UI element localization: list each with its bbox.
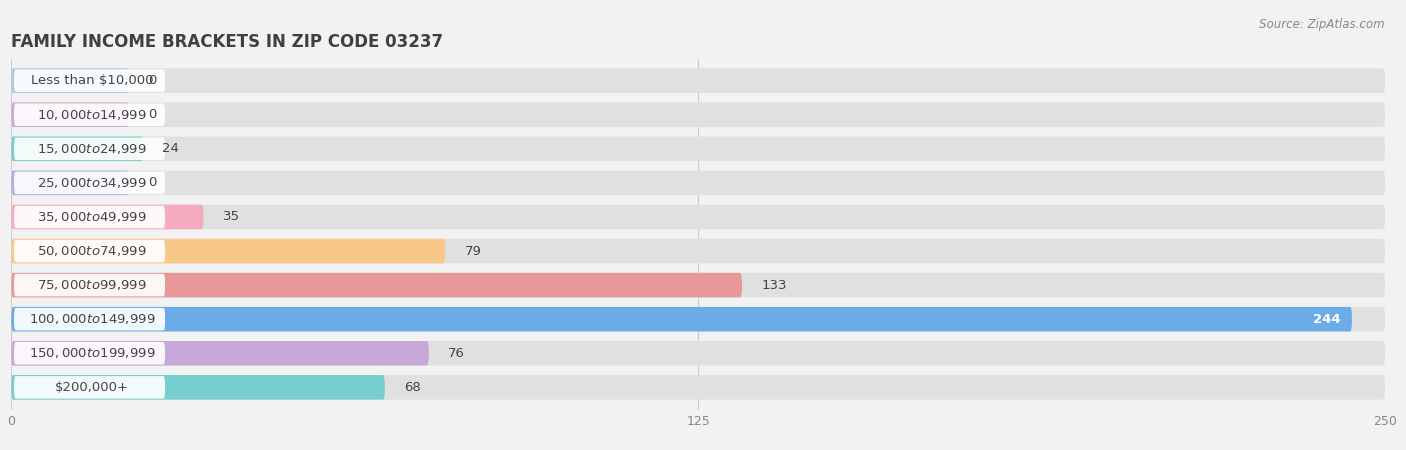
- FancyBboxPatch shape: [11, 375, 1385, 400]
- Text: $10,000 to $14,999: $10,000 to $14,999: [38, 108, 148, 122]
- Text: $15,000 to $24,999: $15,000 to $24,999: [38, 142, 148, 156]
- FancyBboxPatch shape: [14, 171, 165, 194]
- Text: 35: 35: [222, 211, 240, 224]
- FancyBboxPatch shape: [14, 342, 165, 364]
- FancyBboxPatch shape: [11, 171, 129, 195]
- Text: $100,000 to $149,999: $100,000 to $149,999: [30, 312, 156, 326]
- Text: Less than $10,000: Less than $10,000: [31, 74, 153, 87]
- Text: 0: 0: [148, 74, 156, 87]
- FancyBboxPatch shape: [11, 307, 1385, 332]
- Text: $150,000 to $199,999: $150,000 to $199,999: [30, 346, 156, 360]
- Text: 0: 0: [148, 176, 156, 189]
- FancyBboxPatch shape: [14, 274, 165, 297]
- FancyBboxPatch shape: [11, 341, 429, 365]
- Text: 24: 24: [162, 142, 179, 155]
- FancyBboxPatch shape: [11, 103, 129, 127]
- FancyBboxPatch shape: [11, 205, 204, 229]
- Text: 76: 76: [449, 347, 465, 360]
- Text: $35,000 to $49,999: $35,000 to $49,999: [38, 210, 148, 224]
- FancyBboxPatch shape: [14, 206, 165, 228]
- FancyBboxPatch shape: [11, 239, 446, 263]
- FancyBboxPatch shape: [14, 69, 165, 92]
- FancyBboxPatch shape: [11, 171, 1385, 195]
- FancyBboxPatch shape: [11, 341, 1385, 365]
- FancyBboxPatch shape: [14, 240, 165, 262]
- Text: FAMILY INCOME BRACKETS IN ZIP CODE 03237: FAMILY INCOME BRACKETS IN ZIP CODE 03237: [11, 33, 443, 51]
- FancyBboxPatch shape: [14, 138, 165, 160]
- Text: 133: 133: [761, 279, 787, 292]
- Text: 79: 79: [464, 244, 481, 257]
- Text: $25,000 to $34,999: $25,000 to $34,999: [38, 176, 148, 190]
- FancyBboxPatch shape: [11, 136, 143, 161]
- Text: 68: 68: [404, 381, 420, 394]
- FancyBboxPatch shape: [11, 103, 1385, 127]
- FancyBboxPatch shape: [11, 68, 129, 93]
- Text: 244: 244: [1313, 313, 1341, 326]
- FancyBboxPatch shape: [11, 205, 1385, 229]
- Text: $50,000 to $74,999: $50,000 to $74,999: [38, 244, 148, 258]
- FancyBboxPatch shape: [11, 136, 1385, 161]
- FancyBboxPatch shape: [11, 307, 1353, 332]
- Text: 0: 0: [148, 108, 156, 121]
- FancyBboxPatch shape: [11, 375, 385, 400]
- FancyBboxPatch shape: [11, 273, 742, 297]
- FancyBboxPatch shape: [14, 376, 165, 399]
- Text: Source: ZipAtlas.com: Source: ZipAtlas.com: [1260, 18, 1385, 31]
- FancyBboxPatch shape: [14, 308, 165, 330]
- Text: $200,000+: $200,000+: [55, 381, 129, 394]
- Text: $75,000 to $99,999: $75,000 to $99,999: [38, 278, 148, 292]
- FancyBboxPatch shape: [11, 68, 1385, 93]
- FancyBboxPatch shape: [14, 104, 165, 126]
- FancyBboxPatch shape: [11, 273, 1385, 297]
- FancyBboxPatch shape: [11, 239, 1385, 263]
